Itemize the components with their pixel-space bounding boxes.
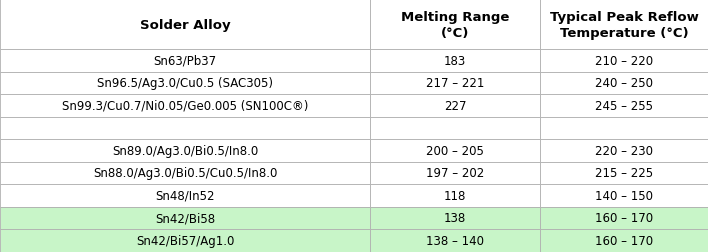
Text: 138: 138 <box>444 211 466 224</box>
Text: 160 – 170: 160 – 170 <box>595 211 653 224</box>
Bar <box>370 50 540 72</box>
Bar <box>370 117 540 139</box>
Text: 215 – 225: 215 – 225 <box>595 167 653 179</box>
Bar <box>540 72 708 94</box>
Text: Sn96.5/Ag3.0/Cu0.5 (SAC305): Sn96.5/Ag3.0/Cu0.5 (SAC305) <box>97 77 273 90</box>
Text: 210 – 220: 210 – 220 <box>595 54 653 68</box>
Bar <box>370 0 540 50</box>
Bar <box>370 94 540 117</box>
Bar <box>540 50 708 72</box>
Bar <box>370 162 540 184</box>
Bar <box>0 72 370 94</box>
Bar <box>0 94 370 117</box>
Bar <box>0 162 370 184</box>
Bar <box>540 0 708 50</box>
Text: 240 – 250: 240 – 250 <box>595 77 653 90</box>
Bar <box>370 229 540 251</box>
Bar <box>370 184 540 207</box>
Text: 160 – 170: 160 – 170 <box>595 234 653 247</box>
Text: Sn42/Bi57/Ag1.0: Sn42/Bi57/Ag1.0 <box>136 234 234 247</box>
Bar <box>0 229 370 251</box>
Bar <box>0 0 370 50</box>
Bar <box>0 50 370 72</box>
Text: Sn63/Pb37: Sn63/Pb37 <box>154 54 217 68</box>
Bar <box>0 139 370 162</box>
Bar <box>0 207 370 229</box>
Text: Melting Range
(°C): Melting Range (°C) <box>401 11 509 39</box>
Bar <box>540 139 708 162</box>
Text: Typical Peak Reflow
Temperature (°C): Typical Peak Reflow Temperature (°C) <box>549 11 698 39</box>
Text: Sn89.0/Ag3.0/Bi0.5/In8.0: Sn89.0/Ag3.0/Bi0.5/In8.0 <box>112 144 258 157</box>
Bar <box>540 184 708 207</box>
Text: 183: 183 <box>444 54 466 68</box>
Bar <box>370 207 540 229</box>
Text: Sn88.0/Ag3.0/Bi0.5/Cu0.5/In8.0: Sn88.0/Ag3.0/Bi0.5/Cu0.5/In8.0 <box>93 167 278 179</box>
Bar <box>370 72 540 94</box>
Text: 138 – 140: 138 – 140 <box>426 234 484 247</box>
Bar <box>540 94 708 117</box>
Text: 200 – 205: 200 – 205 <box>426 144 484 157</box>
Text: 227: 227 <box>444 99 467 112</box>
Bar <box>0 184 370 207</box>
Bar <box>370 139 540 162</box>
Text: Sn99.3/Cu0.7/Ni0.05/Ge0.005 (SN100C®): Sn99.3/Cu0.7/Ni0.05/Ge0.005 (SN100C®) <box>62 99 308 112</box>
Bar <box>540 207 708 229</box>
Bar <box>540 162 708 184</box>
Text: Sn42/Bi58: Sn42/Bi58 <box>155 211 215 224</box>
Bar <box>540 229 708 251</box>
Text: 197 – 202: 197 – 202 <box>426 167 484 179</box>
Text: 245 – 255: 245 – 255 <box>595 99 653 112</box>
Text: 217 – 221: 217 – 221 <box>426 77 484 90</box>
Text: 140 – 150: 140 – 150 <box>595 189 653 202</box>
Text: 220 – 230: 220 – 230 <box>595 144 653 157</box>
Bar <box>540 117 708 139</box>
Text: 118: 118 <box>444 189 466 202</box>
Text: Sn48/In52: Sn48/In52 <box>155 189 215 202</box>
Text: Solder Alloy: Solder Alloy <box>139 18 230 32</box>
Bar <box>0 117 370 139</box>
